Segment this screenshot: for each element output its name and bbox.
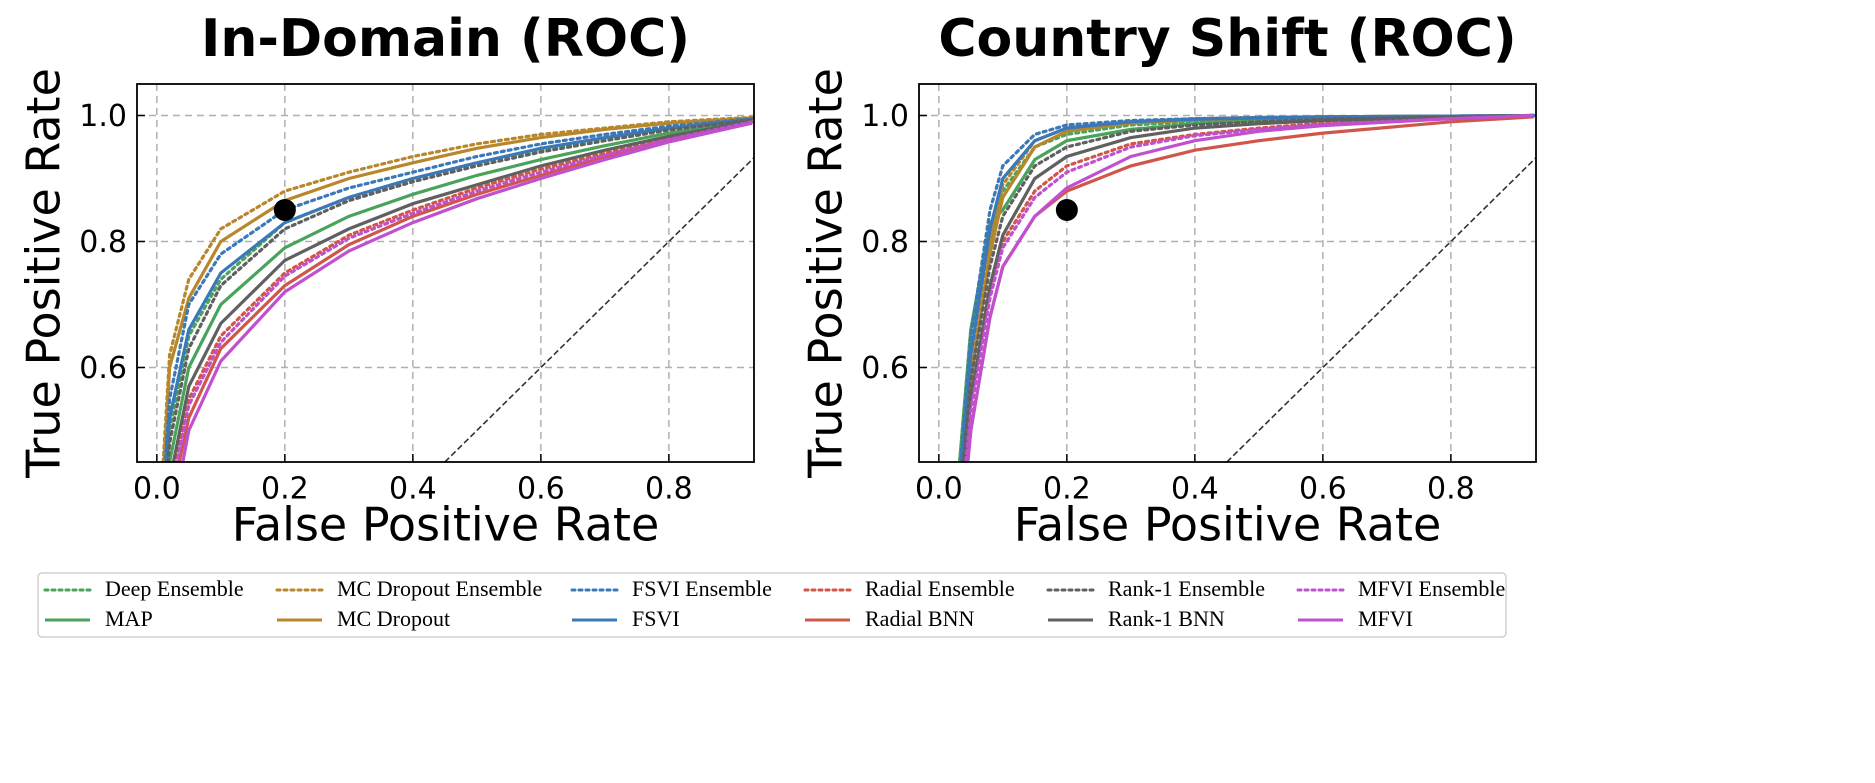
roc-curve — [963, 113, 1536, 462]
reference-diagonal — [1226, 157, 1536, 462]
x-tick-label: 0.4 — [1171, 472, 1219, 507]
x-tick-label: 0.4 — [389, 472, 437, 507]
x-axis-label: False Positive Rate — [232, 498, 660, 552]
legend-label: MFVI Ensemble — [1358, 576, 1505, 601]
x-tick-label: 0.2 — [261, 472, 309, 507]
roc-curve — [164, 117, 753, 462]
legend-label: Rank-1 BNN — [1108, 606, 1225, 631]
roc-curve — [964, 113, 1536, 462]
roc-curve — [175, 120, 754, 462]
roc-curve — [163, 117, 754, 462]
chart-title: In-Domain (ROC) — [201, 9, 690, 69]
roc-curve — [960, 113, 1535, 462]
y-tick-label: 1.0 — [79, 99, 127, 134]
plot: In-Domain (ROC) False Positive Rate True P… — [17, 9, 755, 552]
legend-label: MC Dropout — [337, 606, 450, 631]
legend-label: Rank-1 Ensemble — [1108, 576, 1265, 601]
legend-label: MAP — [105, 606, 153, 631]
roc-curve — [181, 121, 753, 462]
y-tick-label: 0.8 — [79, 225, 127, 260]
roc-curve — [166, 118, 754, 462]
x-tick-label: 0.6 — [1299, 472, 1347, 507]
roc-curve — [963, 113, 1535, 462]
roc-curve — [162, 116, 753, 462]
legend-label: MFVI — [1358, 606, 1413, 631]
plot-frame — [136, 83, 755, 463]
legend-label: MC Dropout Ensemble — [337, 576, 542, 601]
legend-frame — [37, 572, 1507, 638]
y-axis-label: True Positive Rate — [799, 68, 853, 479]
x-tick-label: 0.0 — [915, 472, 963, 507]
roc-curve — [167, 118, 753, 462]
x-axis-label: False Positive Rate — [1014, 498, 1442, 552]
legend-label: FSVI Ensemble — [632, 576, 772, 601]
x-tick-label: 0.0 — [133, 472, 181, 507]
legend: Deep Ensemble MAP MC Dropout Ensemble MC Dr… — [37, 572, 1507, 638]
legend-label: Radial BNN — [865, 606, 974, 631]
plot-area — [957, 113, 1536, 462]
y-tick-label: 0.6 — [861, 351, 909, 386]
plot: Country Shift (ROC) False Positive Rate Tr… — [799, 9, 1537, 552]
roc-curve — [960, 113, 1536, 462]
reference-point — [273, 199, 296, 221]
plot-area — [161, 115, 754, 462]
x-tick-label: 0.6 — [517, 472, 565, 507]
reference-point — [1055, 199, 1078, 221]
roc-curve — [966, 113, 1535, 462]
legend-label: FSVI — [632, 606, 680, 631]
x-tick-label: 0.2 — [1043, 472, 1091, 507]
roc-curve — [961, 113, 1536, 462]
x-tick-label: 0.8 — [645, 472, 693, 507]
roc-curve — [961, 113, 1535, 462]
reference-diagonal — [444, 157, 754, 462]
legend-label: Radial Ensemble — [865, 576, 1015, 601]
legend-label: Deep Ensemble — [105, 576, 244, 601]
x-tick-label: 0.8 — [1427, 472, 1475, 507]
y-axis-label: True Positive Rate — [17, 68, 71, 479]
plot-frame — [918, 83, 1537, 463]
y-tick-label: 0.6 — [79, 351, 127, 386]
y-tick-label: 0.8 — [861, 225, 909, 260]
y-tick-label: 1.0 — [861, 99, 909, 134]
roc-curve — [171, 119, 753, 462]
chart-title: Country Shift (ROC) — [938, 9, 1516, 69]
